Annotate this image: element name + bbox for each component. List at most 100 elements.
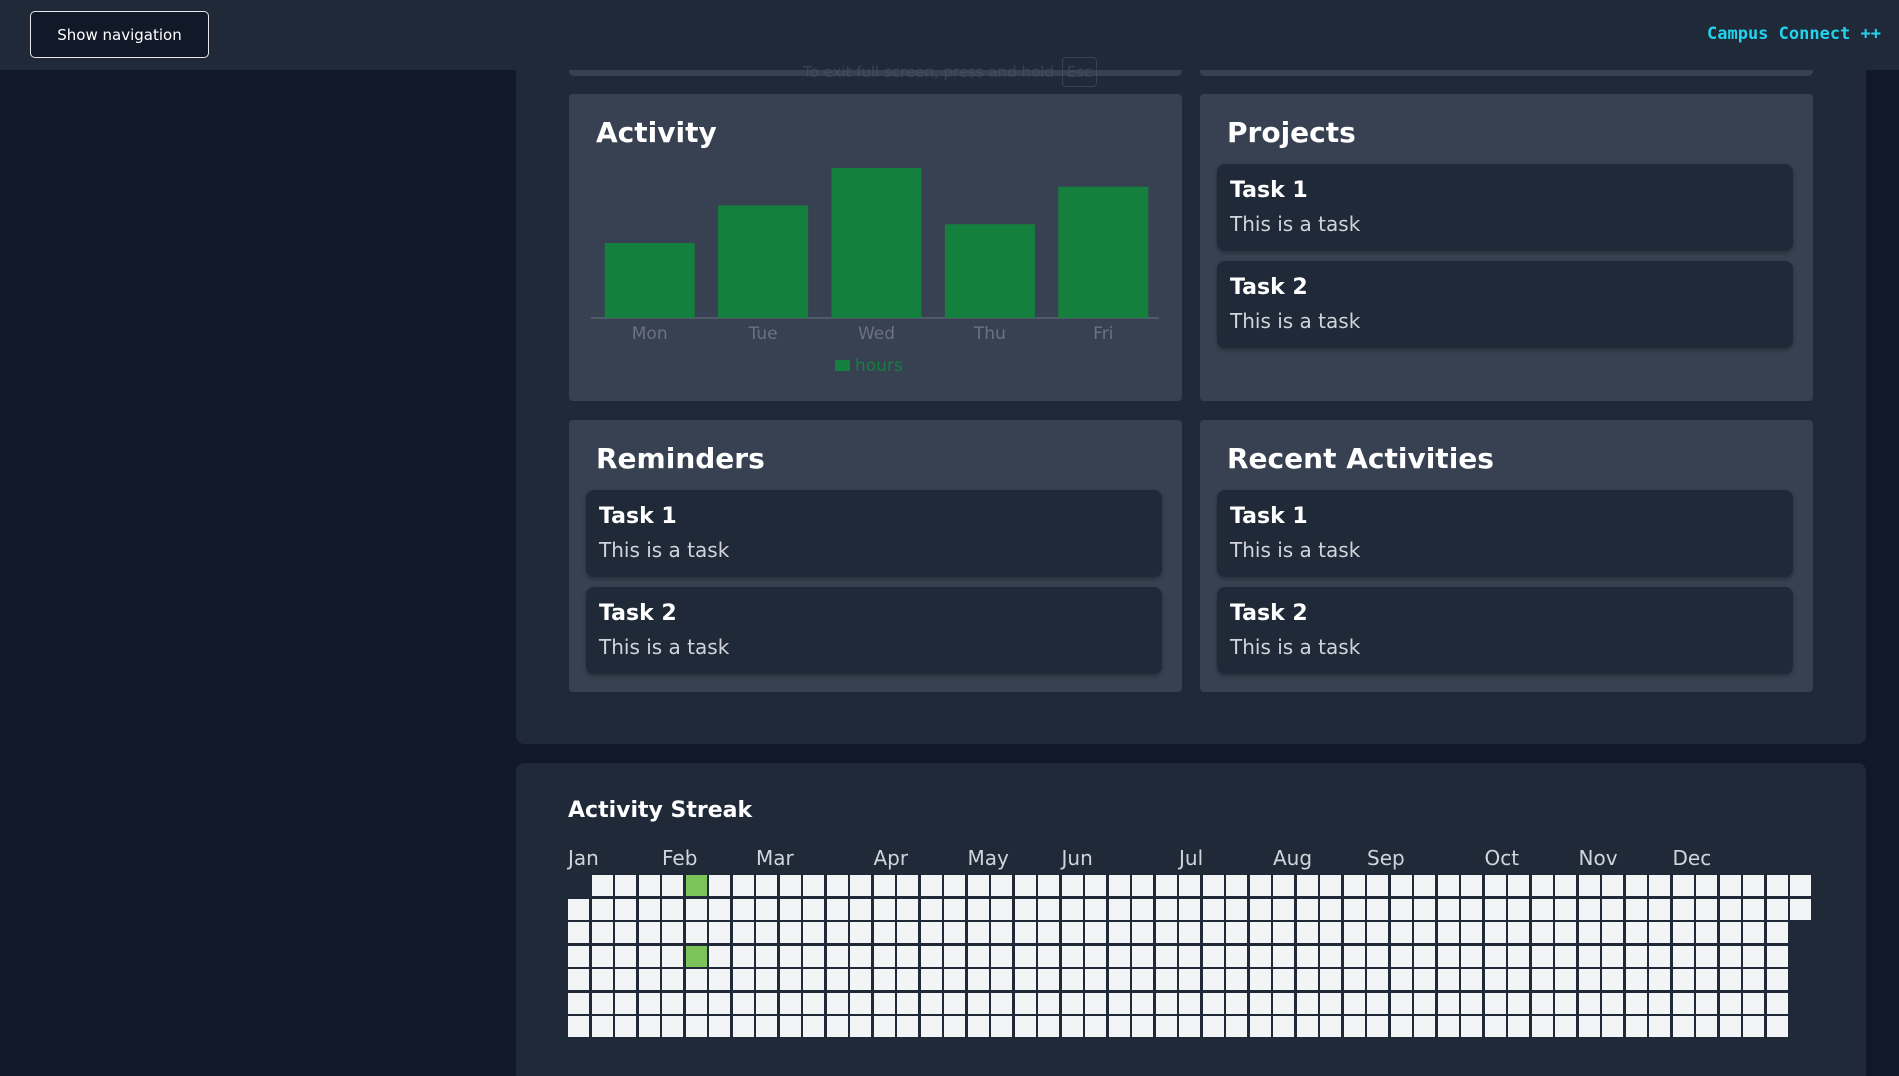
streak-day[interactable] bbox=[638, 922, 660, 943]
streak-day[interactable] bbox=[591, 1016, 613, 1037]
streak-day[interactable] bbox=[1696, 1016, 1717, 1037]
streak-day[interactable] bbox=[967, 969, 989, 990]
streak-day[interactable] bbox=[1179, 875, 1200, 896]
streak-day[interactable] bbox=[685, 1016, 707, 1037]
streak-day[interactable] bbox=[1202, 875, 1224, 896]
streak-day[interactable] bbox=[1649, 1016, 1670, 1037]
streak-day[interactable] bbox=[1602, 1016, 1623, 1037]
streak-day[interactable] bbox=[1719, 898, 1741, 920]
streak-day[interactable] bbox=[1414, 898, 1435, 920]
streak-day[interactable] bbox=[756, 922, 777, 943]
streak-day[interactable] bbox=[1672, 875, 1694, 896]
streak-day[interactable] bbox=[1437, 992, 1459, 1014]
streak-day[interactable] bbox=[709, 969, 730, 990]
streak-day[interactable] bbox=[1108, 875, 1130, 896]
streak-day[interactable] bbox=[850, 922, 871, 943]
streak-day[interactable] bbox=[591, 875, 613, 896]
streak-day[interactable] bbox=[1484, 969, 1506, 990]
streak-day[interactable] bbox=[1226, 922, 1247, 943]
streak-day[interactable] bbox=[1343, 969, 1365, 990]
recent-activity-item[interactable]: Task 2 This is a task bbox=[1217, 587, 1793, 674]
streak-day[interactable] bbox=[1085, 922, 1106, 943]
streak-day[interactable] bbox=[1555, 875, 1576, 896]
streak-day[interactable] bbox=[1390, 1016, 1412, 1037]
streak-day[interactable] bbox=[1531, 945, 1553, 967]
streak-day[interactable] bbox=[1155, 945, 1177, 967]
streak-day[interactable] bbox=[920, 945, 942, 967]
show-navigation-button[interactable]: Show navigation bbox=[30, 11, 209, 58]
streak-day[interactable] bbox=[826, 945, 848, 967]
streak-day[interactable] bbox=[756, 969, 777, 990]
streak-day[interactable] bbox=[1367, 945, 1388, 967]
streak-day[interactable] bbox=[1155, 992, 1177, 1014]
streak-day[interactable] bbox=[1367, 992, 1388, 1014]
streak-day[interactable] bbox=[1085, 969, 1106, 990]
streak-day[interactable] bbox=[1390, 969, 1412, 990]
streak-day[interactable] bbox=[662, 1016, 683, 1037]
streak-day[interactable] bbox=[1273, 875, 1294, 896]
streak-day[interactable] bbox=[638, 898, 660, 920]
streak-day[interactable] bbox=[1273, 945, 1294, 967]
streak-day[interactable] bbox=[1531, 922, 1553, 943]
streak-day[interactable] bbox=[1766, 992, 1788, 1014]
streak-day[interactable] bbox=[897, 922, 918, 943]
recent-activity-item[interactable]: Task 1 This is a task bbox=[1217, 490, 1793, 577]
streak-day[interactable] bbox=[1296, 945, 1318, 967]
streak-day[interactable] bbox=[568, 992, 589, 1014]
streak-day[interactable] bbox=[1273, 992, 1294, 1014]
streak-day[interactable] bbox=[1696, 945, 1717, 967]
streak-day[interactable] bbox=[1743, 922, 1764, 943]
streak-day[interactable] bbox=[1437, 1016, 1459, 1037]
streak-day[interactable] bbox=[1249, 1016, 1271, 1037]
streak-day[interactable] bbox=[1414, 969, 1435, 990]
streak-day[interactable] bbox=[685, 898, 707, 920]
streak-day[interactable] bbox=[920, 992, 942, 1014]
streak-day[interactable] bbox=[638, 992, 660, 1014]
streak-day[interactable] bbox=[568, 898, 589, 920]
streak-day[interactable] bbox=[1719, 875, 1741, 896]
streak-day[interactable] bbox=[1038, 969, 1059, 990]
streak-day[interactable] bbox=[1555, 922, 1576, 943]
streak-day[interactable] bbox=[756, 992, 777, 1014]
streak-day[interactable] bbox=[1296, 922, 1318, 943]
streak-day[interactable] bbox=[1155, 1016, 1177, 1037]
streak-day[interactable] bbox=[1625, 992, 1647, 1014]
streak-day[interactable] bbox=[709, 945, 730, 967]
streak-day[interactable] bbox=[1696, 922, 1717, 943]
streak-day[interactable] bbox=[1414, 922, 1435, 943]
streak-day[interactable] bbox=[1531, 875, 1553, 896]
streak-day[interactable] bbox=[1719, 992, 1741, 1014]
streak-day[interactable] bbox=[1743, 945, 1764, 967]
streak-day[interactable] bbox=[1226, 1016, 1247, 1037]
streak-day[interactable] bbox=[1202, 992, 1224, 1014]
streak-day[interactable] bbox=[1320, 1016, 1341, 1037]
streak-day[interactable] bbox=[615, 969, 636, 990]
streak-day[interactable] bbox=[991, 922, 1012, 943]
streak-day[interactable] bbox=[1578, 1016, 1600, 1037]
streak-day[interactable] bbox=[1273, 898, 1294, 920]
streak-day[interactable] bbox=[1343, 992, 1365, 1014]
streak-day[interactable] bbox=[1461, 875, 1482, 896]
bar-wed[interactable] bbox=[831, 168, 922, 318]
streak-day[interactable] bbox=[1461, 945, 1482, 967]
streak-day[interactable] bbox=[1461, 898, 1482, 920]
streak-day[interactable] bbox=[615, 898, 636, 920]
streak-day[interactable] bbox=[1296, 1016, 1318, 1037]
streak-day[interactable] bbox=[709, 898, 730, 920]
streak-day[interactable] bbox=[1320, 922, 1341, 943]
streak-day[interactable] bbox=[1273, 1016, 1294, 1037]
streak-day[interactable] bbox=[662, 969, 683, 990]
streak-day[interactable] bbox=[850, 875, 871, 896]
streak-day[interactable] bbox=[1437, 875, 1459, 896]
streak-day[interactable] bbox=[1484, 875, 1506, 896]
streak-day[interactable] bbox=[1414, 945, 1435, 967]
streak-day[interactable] bbox=[1226, 945, 1247, 967]
streak-day[interactable] bbox=[1343, 875, 1365, 896]
streak-day[interactable] bbox=[967, 1016, 989, 1037]
streak-day[interactable] bbox=[1249, 969, 1271, 990]
streak-day[interactable] bbox=[1038, 875, 1059, 896]
streak-day[interactable] bbox=[1649, 922, 1670, 943]
streak-day[interactable] bbox=[1155, 898, 1177, 920]
streak-day[interactable] bbox=[1719, 922, 1741, 943]
streak-day[interactable] bbox=[920, 875, 942, 896]
